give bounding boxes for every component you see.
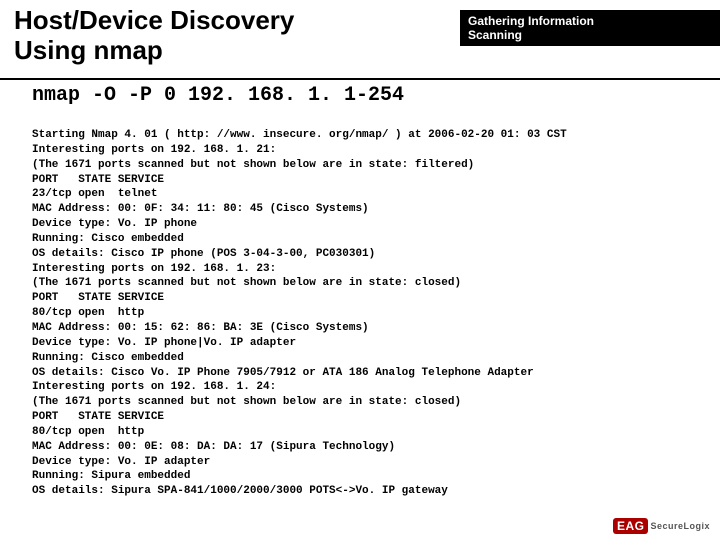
title-divider: [0, 78, 720, 80]
header-line1: Gathering Information: [468, 14, 712, 28]
logo-badge: EAG: [613, 518, 649, 534]
slide-title: Host/Device Discovery Using nmap: [14, 6, 434, 66]
logo-text: SecureLogix: [650, 521, 710, 531]
header-line2: Scanning: [468, 28, 712, 42]
nmap-command: nmap -O -P 0 192. 168. 1. 1-254: [32, 84, 404, 107]
title-line1: Host/Device Discovery: [14, 6, 434, 36]
footer-logo: EAGSecureLogix: [613, 518, 710, 534]
header-bar: Gathering Information Scanning: [460, 10, 720, 46]
title-line2: Using nmap: [14, 36, 434, 66]
nmap-output: Starting Nmap 4. 01 ( http: //www. insec…: [32, 128, 692, 499]
